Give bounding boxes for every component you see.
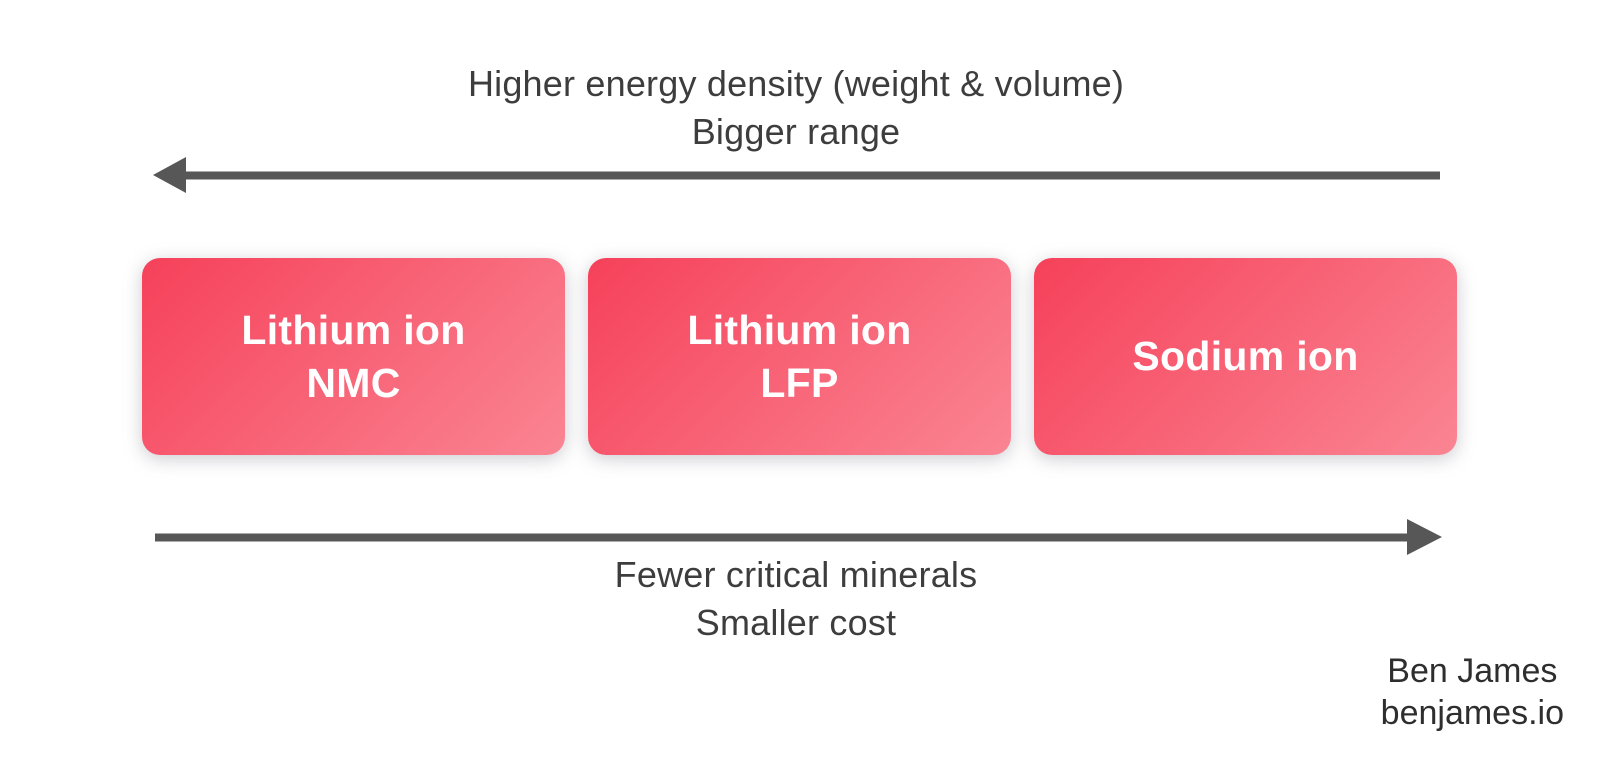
box-label: Sodium ion bbox=[1132, 330, 1358, 383]
box-label: Lithium ion NMC bbox=[241, 304, 465, 410]
box-label-line1: Sodium ion bbox=[1132, 333, 1359, 379]
box-label-line2: LFP bbox=[760, 359, 839, 406]
attribution-author: Ben James bbox=[1387, 652, 1558, 690]
bottom-axis-label-line1: Fewer critical minerals bbox=[614, 554, 978, 595]
attribution-website: benjames.io bbox=[1380, 694, 1564, 732]
box-label-line1: Lithium ion bbox=[687, 306, 912, 353]
box-sodium-ion: Sodium ion bbox=[1034, 258, 1457, 455]
box-lithium-ion-nmc: Lithium ion NMC bbox=[142, 258, 565, 455]
box-label: Lithium ion LFP bbox=[687, 304, 911, 410]
top-axis-label-line2: Bigger range bbox=[691, 111, 901, 152]
attribution: Ben James benjames.io bbox=[1381, 650, 1564, 734]
arrow-right-icon bbox=[155, 519, 1442, 555]
bottom-axis-label-line2: Smaller cost bbox=[695, 602, 897, 643]
box-label-line2: NMC bbox=[306, 359, 401, 406]
bottom-axis-label: Fewer critical minerals Smaller cost bbox=[0, 551, 1592, 647]
arrow-left-icon bbox=[153, 157, 1440, 193]
box-label-line1: Lithium ion bbox=[241, 306, 466, 353]
top-axis-label-line1: Higher energy density (weight & volume) bbox=[467, 63, 1125, 104]
top-axis-label: Higher energy density (weight & volume) … bbox=[0, 60, 1592, 156]
box-lithium-ion-lfp: Lithium ion LFP bbox=[588, 258, 1011, 455]
